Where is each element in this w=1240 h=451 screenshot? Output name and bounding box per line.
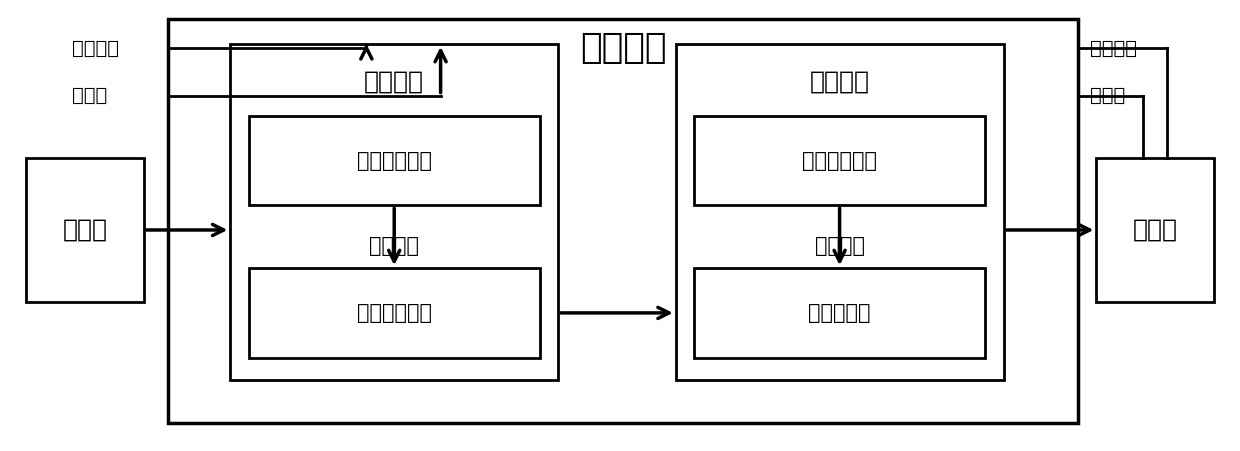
Text: 主动控制: 主动控制 xyxy=(815,236,864,256)
Text: 需求量: 需求量 xyxy=(1090,86,1126,105)
Text: 温度设定点: 温度设定点 xyxy=(808,303,870,323)
Text: 供电侧: 供电侧 xyxy=(62,218,108,242)
Bar xyxy=(249,116,539,205)
Bar xyxy=(169,19,1078,423)
Bar xyxy=(231,44,558,380)
Bar xyxy=(1096,158,1214,302)
Text: 控制过程: 控制过程 xyxy=(810,70,869,94)
Bar xyxy=(249,268,539,358)
Text: 市场出清价格: 市场出清价格 xyxy=(802,151,877,170)
Text: 竞价价格: 竞价价格 xyxy=(72,39,119,58)
Text: 供电量: 供电量 xyxy=(72,86,107,105)
Bar xyxy=(676,44,1003,380)
Text: 竞价价格: 竞价价格 xyxy=(1090,39,1137,58)
Bar xyxy=(26,158,144,302)
Text: 市场出清价格: 市场出清价格 xyxy=(357,303,432,323)
Bar xyxy=(694,268,985,358)
Text: 拍卖过程: 拍卖过程 xyxy=(365,70,424,94)
Bar xyxy=(694,116,985,205)
Text: 市场间隔: 市场间隔 xyxy=(370,236,419,256)
Text: 需求侧: 需求侧 xyxy=(1132,218,1178,242)
Text: 电力市场: 电力市场 xyxy=(580,32,666,65)
Text: 买卖双方竞价: 买卖双方竞价 xyxy=(357,151,432,170)
